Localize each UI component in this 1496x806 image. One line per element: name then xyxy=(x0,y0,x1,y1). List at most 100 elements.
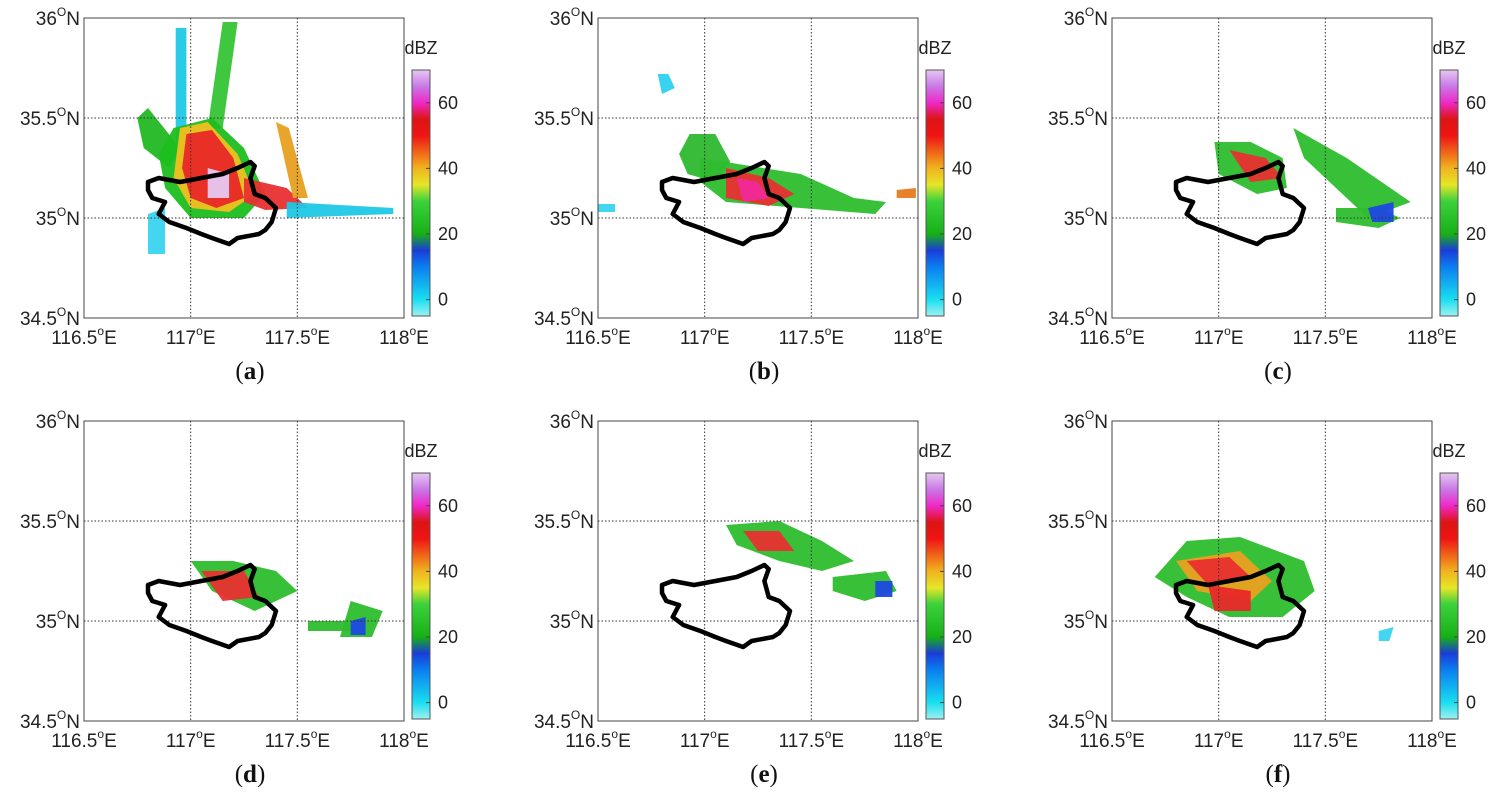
echo-region xyxy=(1368,202,1394,222)
colorbar xyxy=(411,69,431,317)
echo-region xyxy=(148,208,166,254)
map-plot: 116.5oE 117oE 117.5oE 118oE 34.5ON 35ON 35.5ON… xyxy=(20,5,458,349)
map-frame xyxy=(597,420,919,722)
echo-region xyxy=(896,188,916,198)
lat-tick-label: 34.5ON xyxy=(534,305,594,330)
map-frame xyxy=(1111,420,1433,722)
lon-tick-label: 117.5oE xyxy=(779,727,845,752)
county-boundary xyxy=(659,159,793,247)
echo-region xyxy=(1229,150,1283,182)
lat-tick-label: 36ON xyxy=(1064,408,1108,433)
panel-caption: (c) xyxy=(1264,358,1292,385)
colorbar-tick-label: 0 xyxy=(438,693,448,713)
lon-tick-label: 117oE xyxy=(680,324,730,349)
lon-tick-label: 116.5oE xyxy=(51,727,117,752)
map-plot: 116.5oE 117oE 117.5oE 118oE 34.5ON 35ON 35.5ON… xyxy=(534,408,972,752)
colorbar-tick-label: 60 xyxy=(438,496,458,516)
lon-tick-label: 117.5oE xyxy=(1293,324,1359,349)
colorbar-tick-label: 20 xyxy=(1466,627,1486,647)
map-plot: 116.5oE 117oE 117.5oE 118oE 34.5ON 35ON 35.5ON… xyxy=(1048,408,1486,752)
panel-caption: (a) xyxy=(235,358,265,385)
lat-tick-label: 35ON xyxy=(36,205,80,230)
panel-label: d xyxy=(243,761,257,788)
colorbar-tick-label: 60 xyxy=(952,93,972,113)
lat-tick-label: 35.5ON xyxy=(20,508,80,533)
lon-tick-label: 116.5oE xyxy=(565,324,631,349)
lat-tick-label: 36ON xyxy=(36,408,80,433)
lon-tick-label: 118oE xyxy=(893,727,943,752)
lon-tick-label: 116.5oE xyxy=(1079,727,1145,752)
county-boundary xyxy=(145,562,279,650)
colorbar-tick-label: 60 xyxy=(438,93,458,113)
echo-region xyxy=(1378,627,1394,641)
radar-panel-d: 116.5oE 117oE 117.5oE 118oE 34.5ON 35ON 35.5ON… xyxy=(0,403,490,793)
colorbar xyxy=(925,69,945,317)
colorbar-tick-label: 40 xyxy=(438,158,458,178)
lat-tick-label: 34.5ON xyxy=(534,708,594,733)
colorbar xyxy=(1439,69,1459,317)
colorbar-tick-label: 20 xyxy=(438,627,458,647)
lat-tick-label: 34.5ON xyxy=(20,708,80,733)
colorbar-tick-label: 40 xyxy=(438,561,458,581)
lon-tick-label: 117.5oE xyxy=(1293,727,1359,752)
echo-region xyxy=(276,122,308,198)
lon-tick-label: 118oE xyxy=(893,324,943,349)
map-area xyxy=(598,421,918,721)
echo-region xyxy=(743,531,795,551)
lat-tick-label: 35.5ON xyxy=(20,105,80,130)
colorbar-unit: dBZ xyxy=(404,441,437,461)
map-frame xyxy=(83,17,405,319)
lat-tick-label: 35.5ON xyxy=(534,508,594,533)
county-boundary xyxy=(659,562,793,650)
colorbar-tick-label: 0 xyxy=(438,290,448,310)
colorbar-tick-label: 40 xyxy=(1466,561,1486,581)
panel-caption: (b) xyxy=(748,358,780,385)
reflectivity-echoes xyxy=(137,22,394,254)
radar-panel-c: 116.5oE 117oE 117.5oE 118oE 34.5ON 35ON 35.5ON… xyxy=(1028,0,1496,390)
lat-tick-label: 36ON xyxy=(550,408,594,433)
lon-tick-label: 116.5oE xyxy=(51,324,117,349)
echo-region xyxy=(308,621,351,631)
echo-region xyxy=(598,204,616,212)
echo-region xyxy=(1293,128,1411,218)
map-plot: 116.5oE 117oE 117.5oE 118oE 34.5ON 35ON 35.5ON… xyxy=(1048,5,1486,349)
colorbar-tick-label: 20 xyxy=(952,224,972,244)
panel-label: c xyxy=(1272,358,1284,385)
echo-region xyxy=(657,74,675,94)
colorbar-tick-label: 20 xyxy=(1466,224,1486,244)
lon-tick-label: 118oE xyxy=(1407,324,1457,349)
lat-tick-label: 36ON xyxy=(550,5,594,30)
colorbar-tick-label: 20 xyxy=(438,224,458,244)
colorbar-tick-label: 60 xyxy=(1466,93,1486,113)
lat-tick-label: 35.5ON xyxy=(1048,508,1108,533)
panel-label: a xyxy=(243,358,257,385)
lon-tick-label: 117oE xyxy=(1194,727,1244,752)
map-frame xyxy=(1111,17,1433,319)
echo-region xyxy=(875,581,893,597)
reflectivity-echoes xyxy=(1154,537,1394,641)
colorbar-tick-label: 20 xyxy=(952,627,972,647)
colorbar-unit: dBZ xyxy=(1432,38,1465,58)
map-plot: 116.5oE 117oE 117.5oE 118oE 34.5ON 35ON 35.5ON… xyxy=(20,408,458,752)
lon-tick-label: 118oE xyxy=(379,324,429,349)
map-plot: 116.5oE 117oE 117.5oE 118oE 34.5ON 35ON 35.5ON… xyxy=(534,5,972,349)
radar-panel-f: 116.5oE 117oE 117.5oE 118oE 34.5ON 35ON 35.5ON… xyxy=(1028,403,1496,793)
lon-tick-label: 117oE xyxy=(1194,324,1244,349)
lat-tick-label: 35.5ON xyxy=(534,105,594,130)
lon-tick-label: 117oE xyxy=(166,324,216,349)
lat-tick-label: 35ON xyxy=(1064,205,1108,230)
colorbar-tick-label: 60 xyxy=(952,496,972,516)
lon-tick-label: 117.5oE xyxy=(265,324,331,349)
lon-tick-label: 117oE xyxy=(680,727,730,752)
lat-tick-label: 35ON xyxy=(36,608,80,633)
panel-caption: (d) xyxy=(234,761,266,788)
lon-tick-label: 117.5oE xyxy=(265,727,331,752)
echo-region xyxy=(207,22,238,128)
colorbar-unit: dBZ xyxy=(918,441,951,461)
lon-tick-label: 118oE xyxy=(379,727,429,752)
county-boundary xyxy=(1173,562,1307,650)
echo-region xyxy=(286,202,394,218)
colorbar xyxy=(1439,472,1459,720)
lat-tick-label: 35.5ON xyxy=(1048,105,1108,130)
colorbar-tick-label: 60 xyxy=(1466,496,1486,516)
